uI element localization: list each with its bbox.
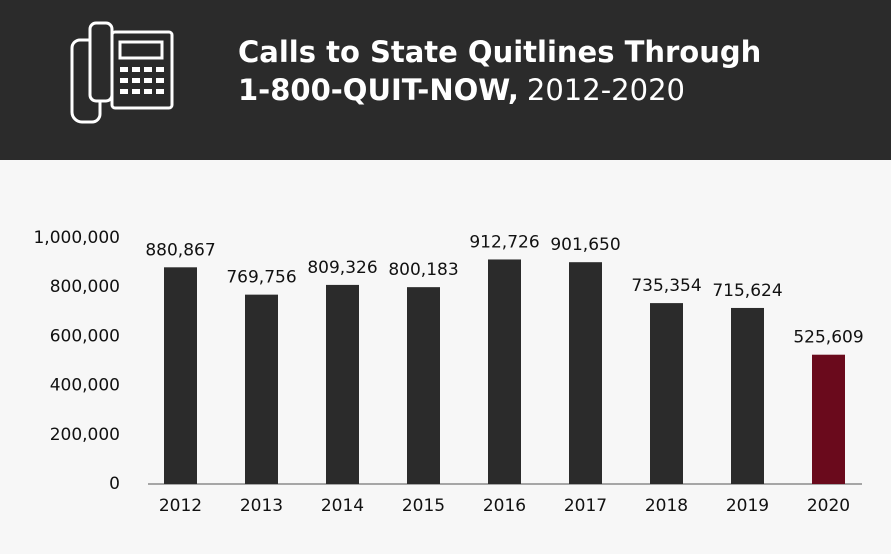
x-tick-label: 2013: [240, 496, 283, 516]
data-label: 769,756: [226, 268, 296, 288]
bar: [569, 262, 602, 484]
bar: [488, 259, 521, 484]
y-tick-label: 200,000: [50, 425, 120, 445]
chart-subtitle: 2012-2020: [527, 73, 685, 107]
bar: [164, 267, 197, 484]
data-label: 525,609: [793, 328, 863, 348]
data-label: 735,354: [631, 276, 701, 296]
data-label: 912,726: [469, 232, 539, 252]
x-tick-label: 2016: [483, 496, 526, 516]
x-tick-label: 2015: [402, 496, 445, 516]
bar: [407, 287, 440, 484]
phone-icon: [70, 21, 174, 124]
x-tick-label: 2019: [726, 496, 769, 516]
y-tick-label: 1,000,000: [33, 228, 120, 248]
y-tick-label: 800,000: [50, 277, 120, 297]
chart-title: Calls to State Quitlines Through: [238, 35, 761, 69]
y-tick-label: 600,000: [50, 326, 120, 346]
data-label: 901,650: [550, 235, 620, 255]
chart-title: 1-800-QUIT-NOW, 2012-2020: [238, 73, 685, 107]
data-label: 880,867: [145, 240, 215, 260]
data-label: 809,326: [307, 258, 377, 278]
x-tick-label: 2014: [321, 496, 364, 516]
bar: [326, 284, 359, 484]
bar: [650, 303, 683, 484]
x-tick-label: 2012: [159, 496, 202, 516]
x-tick-label: 2018: [645, 496, 688, 516]
bar: [812, 354, 845, 484]
x-tick-label: 2020: [807, 496, 850, 516]
bar: [731, 307, 764, 484]
y-tick-label: 400,000: [50, 376, 120, 396]
data-label: 800,183: [388, 260, 458, 280]
y-tick-label: 0: [109, 474, 120, 494]
bar: [245, 294, 278, 484]
data-label: 715,624: [712, 281, 782, 301]
chart-title-line: 1-800-QUIT-NOW,: [238, 73, 519, 107]
x-tick-label: 2017: [564, 496, 607, 516]
